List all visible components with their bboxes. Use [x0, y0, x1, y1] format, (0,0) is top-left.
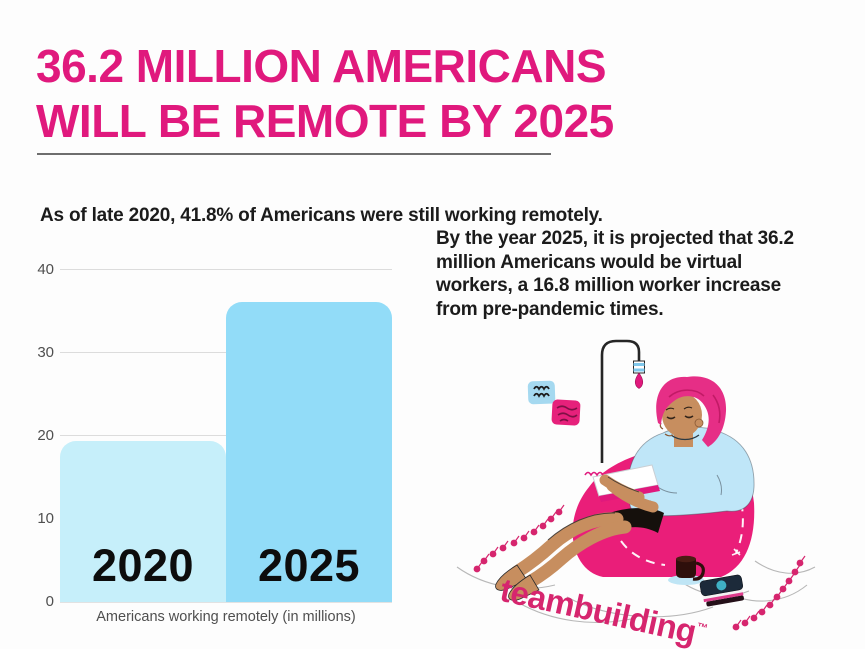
coffee-mug-icon [668, 555, 705, 585]
projection-paragraph: By the year 2025, it is projected that 3… [436, 227, 864, 321]
y-tick-label-20: 20 [37, 427, 54, 444]
sticky-notes-icon [527, 380, 581, 426]
y-tick-label-30: 30 [37, 344, 54, 361]
projection-line-3: workers, a 16.8 million worker increase [436, 275, 781, 296]
projection-line-1: By the year 2025, it is projected that 3… [436, 228, 794, 249]
projection-line-4: from pre-pandemic times. [436, 298, 664, 320]
gridline-40 [60, 269, 392, 270]
bar-2020: 2020 [60, 440, 226, 602]
subtitle: As of late 2020, 41.8% of Americans were… [40, 205, 603, 226]
page-title: 36.2 MILLION AMERICANS WILL BE REMOTE BY… [36, 39, 614, 149]
remote-workers-chart: 0 10 20 30 40 2020 2025 [37, 261, 392, 610]
bar-2025: 2025 [226, 301, 392, 602]
dot-garland-right [732, 555, 806, 631]
floor-lamp-icon [600, 339, 645, 463]
y-tick-label-10: 10 [37, 510, 54, 527]
bar-label-2025: 2025 [257, 540, 361, 591]
dot-garland-left [473, 504, 565, 573]
chart-plot: 0 10 20 30 40 2020 2025 [37, 261, 392, 610]
notebook-icon [699, 574, 744, 607]
y-tick-label-40: 40 [37, 261, 54, 278]
chart-x-axis-caption: Americans working remotely (in millions) [96, 609, 356, 625]
bar-label-2020: 2020 [91, 540, 195, 591]
remote-worker-illustration [456, 339, 816, 631]
remote-worker-person [495, 376, 755, 601]
page-title-line2: WILL BE REMOTE BY 2025 [36, 95, 614, 147]
page-title-line1: 36.2 MILLION AMERICANS [36, 39, 607, 92]
divider [37, 153, 551, 155]
y-tick-label-0: 0 [45, 593, 54, 610]
projection-line-2: million Americans would be virtual [436, 251, 743, 273]
